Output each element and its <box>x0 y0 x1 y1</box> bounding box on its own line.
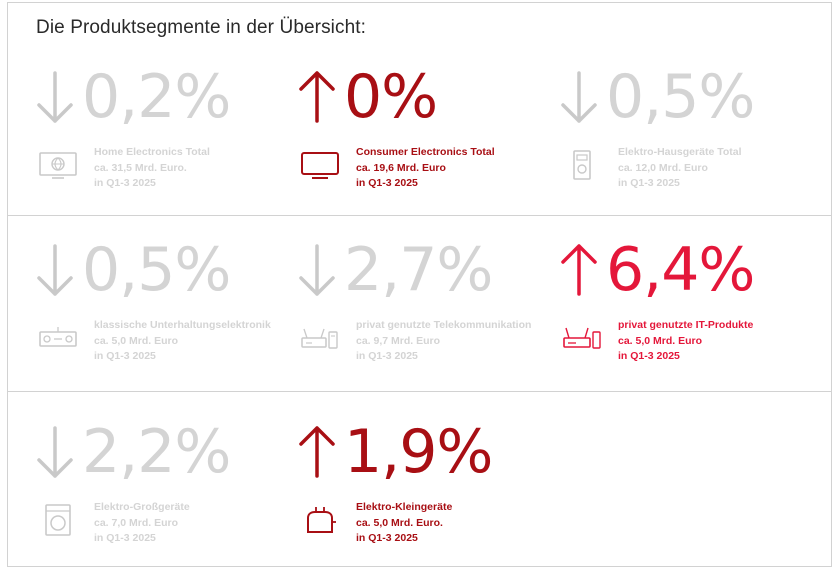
segment-period: in Q1-3 2025 <box>618 350 680 362</box>
segment-volume: ca. 5,0 Mrd. Euro <box>618 334 703 347</box>
segment-name: Elektro-Großgeräte <box>94 501 190 513</box>
segment-period: in Q1-3 2025 <box>94 177 156 189</box>
segment-description: Elektro-Hausgeräte Total ca. 12,0 Mrd. E… <box>618 145 818 192</box>
segment-description: privat genutzte Telekommunikation ca. 9,… <box>356 318 556 365</box>
segment-period: in Q1-3 2025 <box>94 532 156 544</box>
arrow-down-icon <box>561 71 597 123</box>
segment-name: privat genutzte IT-Produkte <box>618 319 754 331</box>
segment-telecommunication: 2,7% privat genutzte Telekommunikation c… <box>296 238 558 398</box>
segment-name: privat genutzte Telekommunikation <box>356 319 532 331</box>
segment-description: Consumer Electronics Total ca. 19,6 Mrd.… <box>356 145 556 192</box>
segment-name: Elektro-Hausgeräte Total <box>618 146 742 158</box>
segment-volume: ca. 9,7 Mrd. Euro <box>356 334 441 347</box>
segment-home-appliances: 0,5% Elektro-Hausgeräte Total ca. 12,0 M… <box>558 65 820 225</box>
segment-name: klassische Unterhaltungselektronik <box>94 319 271 331</box>
change-stat: 0,2% <box>34 62 231 132</box>
toaster-icon <box>307 507 336 533</box>
coffee-machine-icon <box>573 150 591 180</box>
segment-large-appliances: 2,2% Elektro-Großgeräte ca. 7,0 Mrd. Eur… <box>34 420 296 580</box>
arrow-up-icon <box>299 71 335 123</box>
segment-classic-entertainment: 0,5% klassische Unterhaltungselektronik … <box>34 238 296 398</box>
segment-description: Elektro-Großgeräte ca. 7,0 Mrd. Euro in … <box>94 500 294 547</box>
change-value: 2,2% <box>82 417 231 487</box>
page-title: Die Produktsegmente in der Übersicht: <box>36 17 367 38</box>
arrow-up-icon <box>299 426 335 478</box>
segment-name: Home Electronics Total <box>94 146 210 158</box>
segment-description: Home Electronics Total ca. 31,5 Mrd. Eur… <box>94 145 294 192</box>
change-value: 0,5% <box>82 235 231 305</box>
segment-row: 0,2% Home Electronics Total ca. 31,5 Mrd… <box>8 49 831 215</box>
segment-period: in Q1-3 2025 <box>94 350 156 362</box>
segment-volume: ca. 31,5 Mrd. Euro. <box>94 161 187 174</box>
change-value: 2,7% <box>344 235 493 305</box>
segment-period: in Q1-3 2025 <box>356 532 418 544</box>
segment-description: Elektro-Kleingeräte ca. 5,0 Mrd. Euro. i… <box>356 500 556 547</box>
tv-icon <box>301 152 339 179</box>
change-value: 0,2% <box>82 62 231 132</box>
change-stat: 6,4% <box>558 235 755 305</box>
segment-row: 0,5% klassische Unterhaltungselektronik … <box>8 215 831 391</box>
change-stat: 2,7% <box>296 235 493 305</box>
segment-consumer-electronics: 0% Consumer Electronics Total ca. 19,6 M… <box>296 65 558 225</box>
segments-panel: Die Produktsegmente in der Übersicht: 0,… <box>7 2 832 567</box>
arrow-down-icon <box>37 71 73 123</box>
segment-period: in Q1-3 2025 <box>356 177 418 189</box>
router-icon <box>563 327 601 349</box>
change-value: 6,4% <box>606 235 755 305</box>
segment-home-electronics: 0,2% Home Electronics Total ca. 31,5 Mrd… <box>34 65 296 225</box>
change-stat: 1,9% <box>296 417 493 487</box>
change-value: 0,5% <box>606 62 755 132</box>
arrow-down-icon <box>299 244 335 296</box>
segment-row: 2,2% Elektro-Großgeräte ca. 7,0 Mrd. Eur… <box>8 391 831 567</box>
change-stat: 0,5% <box>34 235 231 305</box>
segment-name: Elektro-Kleingeräte <box>356 501 453 513</box>
segment-period: in Q1-3 2025 <box>356 350 418 362</box>
receiver-icon <box>39 327 77 347</box>
router-phone-icon <box>301 328 338 349</box>
arrow-down-icon <box>37 426 73 478</box>
segment-volume: ca. 19,6 Mrd. Euro <box>356 161 446 174</box>
segment-it-products: 6,4% privat genutzte IT-Produkte ca. 5,0… <box>558 238 820 398</box>
change-stat: 2,2% <box>34 417 231 487</box>
arrow-up-icon <box>561 244 597 296</box>
segment-name: Consumer Electronics Total <box>356 146 495 158</box>
segment-description: klassische Unterhaltungselektronik ca. 5… <box>94 318 294 365</box>
segment-volume: ca. 7,0 Mrd. Euro <box>94 516 179 529</box>
change-stat: 0% <box>296 62 438 132</box>
arrow-down-icon <box>37 244 73 296</box>
segment-volume: ca. 5,0 Mrd. Euro. <box>356 516 443 529</box>
washing-machine-icon <box>45 504 71 536</box>
segment-volume: ca. 12,0 Mrd. Euro <box>618 161 708 174</box>
segment-volume: ca. 5,0 Mrd. Euro <box>94 334 179 347</box>
segment-description: privat genutzte IT-Produkte ca. 5,0 Mrd.… <box>618 318 818 365</box>
change-value: 0% <box>344 62 438 132</box>
change-stat: 0,5% <box>558 62 755 132</box>
segment-small-appliances: 1,9% Elektro-Kleingeräte ca. 5,0 Mrd. Eu… <box>296 420 558 580</box>
segment-period: in Q1-3 2025 <box>618 177 680 189</box>
tv-globe-icon <box>39 152 77 179</box>
change-value: 1,9% <box>344 417 493 487</box>
